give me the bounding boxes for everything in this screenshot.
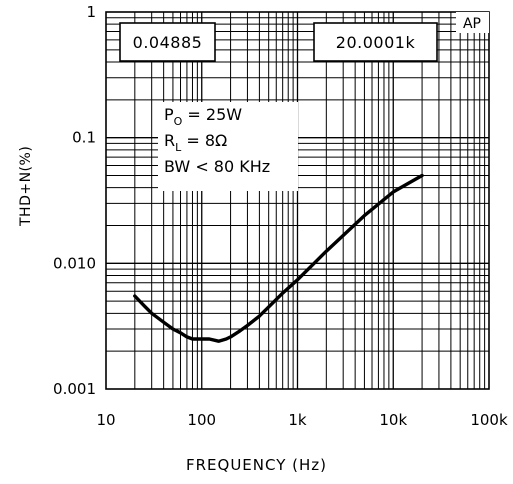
x-tick-label: 1k xyxy=(288,411,307,429)
x-tick-label: 100k xyxy=(470,411,508,429)
readout-right-box xyxy=(313,22,438,62)
condition-subscript: O xyxy=(174,115,183,128)
condition-symbol: R xyxy=(164,131,175,150)
y-tick-label: 0.1 xyxy=(72,129,96,147)
thd-series-line xyxy=(133,173,424,343)
y-axis-title: THD+N(%) xyxy=(18,145,34,226)
condition-symbol: BW < 80 KHz xyxy=(164,157,270,176)
x-tick-label: 10 xyxy=(96,411,115,429)
y-tick-label: 0.001 xyxy=(53,380,96,398)
readout-left: 0.04885 xyxy=(133,33,203,52)
readout-left-box xyxy=(119,22,216,62)
readout-right: 20.0001k xyxy=(336,33,416,52)
brand-label: AP xyxy=(463,16,481,32)
condition-subscript: L xyxy=(175,141,182,154)
x-tick-label: 100 xyxy=(187,411,216,429)
grid xyxy=(106,12,489,389)
conditions-box xyxy=(158,102,298,191)
x-tick-label: 10k xyxy=(379,411,407,429)
condition-line: BW < 80 KHz xyxy=(164,157,270,176)
condition-symbol: P xyxy=(164,105,174,124)
y-tick-label: 1 xyxy=(86,3,96,21)
condition-line: PO = 25W xyxy=(164,105,242,128)
condition-line: RL = 8Ω xyxy=(164,131,227,154)
plot-border xyxy=(105,11,490,390)
condition-value: = 25W xyxy=(182,105,242,124)
y-tick-label: 0.010 xyxy=(53,254,96,272)
brand-bg xyxy=(456,12,489,33)
x-axis-title: FREQUENCY (Hz) xyxy=(185,456,327,474)
condition-value: = 8Ω xyxy=(181,131,227,150)
